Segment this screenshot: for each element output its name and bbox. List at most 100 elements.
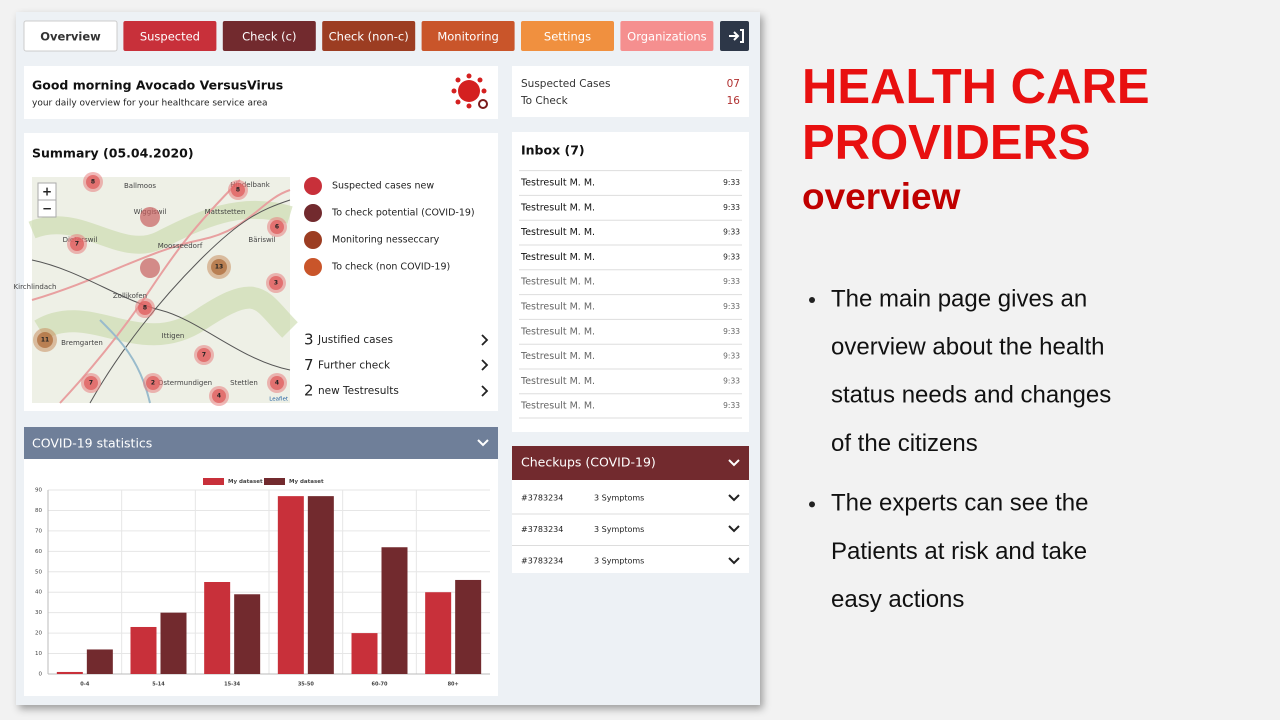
statistics-title: COVID-19 statistics (32, 436, 152, 451)
cluster (70, 237, 84, 251)
row-chevrons (728, 494, 740, 565)
legend-dot (304, 231, 322, 249)
cluster-label: 2 (151, 380, 155, 387)
inbox-card (512, 132, 749, 432)
x-tick-label: 0-4 (80, 682, 90, 688)
bar (130, 626, 157, 674)
inbox-name: Testresult M. M. (520, 376, 595, 387)
place-name: Ostermundigen (158, 379, 212, 387)
tab-label: Check (non-c) (329, 30, 409, 44)
zoom-out: − (42, 202, 52, 216)
case-value: 16 (727, 95, 741, 107)
place-name: Bäriswil (248, 236, 275, 244)
inbox-name: Testresult M. M. (520, 351, 595, 362)
place-name: Kirchlindach (14, 283, 57, 291)
virus-icon (451, 73, 488, 109)
x-tick-label: 15-34 (224, 682, 241, 688)
place-name: Moosseedorf (158, 242, 203, 250)
checkup-id: #3783234 (521, 557, 563, 566)
inbox-time: 9:33 (723, 178, 740, 187)
y-tick-label: 70 (35, 528, 42, 534)
cluster (37, 332, 53, 348)
x-tick-label: 80+ (448, 682, 459, 688)
cluster-label: 3 (274, 280, 278, 287)
place-name: Mattstetten (205, 208, 246, 216)
zoom-in: + (42, 185, 52, 199)
legend-dot (304, 204, 322, 222)
bar (234, 594, 261, 674)
y-tick-label: 50 (35, 569, 42, 575)
cluster-label: 4 (275, 380, 279, 387)
tab[interactable] (620, 21, 714, 51)
y-tick-label: 10 (35, 651, 42, 657)
greeting-subtitle: your daily overview for your healthcare … (32, 99, 268, 109)
inbox-name: Testresult M. M. (520, 401, 595, 412)
x-tick-label: 35-50 (298, 682, 315, 688)
legend-label: To check (non COVID-19) (331, 262, 450, 273)
bullet-text: status needs and changes (831, 382, 1111, 409)
y-tick-label: 90 (35, 488, 42, 494)
cluster-label: 13 (215, 264, 223, 271)
y-tick-label: 20 (35, 631, 42, 637)
legend-label: Monitoring nesseccary (332, 235, 440, 246)
cluster-label: 7 (75, 241, 79, 248)
inbox-name: Testresult M. M. (520, 227, 595, 238)
legend-swatch (203, 478, 224, 485)
cluster (86, 175, 100, 189)
tab[interactable] (222, 21, 316, 51)
cluster-label: 4 (217, 393, 221, 400)
bullet (809, 501, 815, 508)
legend-swatch (264, 478, 285, 485)
inbox-title: Inbox (7) (521, 143, 585, 158)
cluster-label: 7 (202, 352, 206, 359)
inbox-time: 9:33 (723, 203, 740, 212)
legend-label: To check potential (COVID-19) (331, 208, 475, 219)
slide-title: HEALTH CARE (802, 60, 1150, 114)
bar (425, 592, 452, 674)
inbox-name: Testresult M. M. (520, 178, 595, 189)
case-value: 07 (727, 78, 740, 90)
cluster-label: 6 (275, 224, 279, 231)
place-name: Hindelbank (230, 181, 271, 189)
cluster-label: 8 (236, 187, 240, 194)
legend-label: Suspected cases new (332, 181, 434, 192)
bar (381, 547, 408, 674)
inbox-name: Testresult M. M. (520, 277, 595, 288)
legend-dot (304, 177, 322, 195)
chevrons (481, 334, 489, 397)
bar (307, 496, 334, 674)
cluster (138, 301, 152, 315)
tab[interactable] (123, 21, 217, 51)
marker (140, 258, 160, 278)
stat-label: Justified cases (317, 334, 393, 346)
stat-count: 2 (304, 382, 314, 400)
checkup-symptoms: 3 Symptoms (594, 525, 644, 534)
tab[interactable] (421, 21, 515, 51)
bar (56, 671, 83, 674)
inbox-time: 9:33 (723, 401, 740, 410)
bullet-text: The experts can see the (831, 490, 1088, 517)
place-name: Bremgarten (61, 339, 103, 347)
marker (140, 207, 160, 227)
tab[interactable] (521, 21, 614, 51)
cases-card (512, 66, 749, 117)
cluster (270, 376, 284, 390)
place-name: Ittigen (162, 332, 185, 340)
attribution: Leaflet (269, 397, 289, 403)
tab[interactable] (322, 21, 416, 51)
tab[interactable] (23, 20, 118, 52)
y-tick-label: 40 (35, 590, 42, 596)
greeting-card (24, 66, 498, 119)
tab-label: Overview (40, 30, 101, 44)
stat-count: 3 (304, 331, 314, 349)
cluster-label: 8 (143, 305, 147, 312)
tab-label: Check (c) (242, 30, 296, 44)
y-tick-label: 80 (35, 508, 42, 514)
bar (86, 649, 113, 674)
bullet (809, 297, 815, 303)
inbox-time: 9:33 (723, 228, 740, 237)
tab-label: Monitoring (437, 30, 499, 44)
summary-title: Summary (05.04.2020) (32, 146, 194, 161)
inbox-time: 9:33 (723, 252, 740, 261)
